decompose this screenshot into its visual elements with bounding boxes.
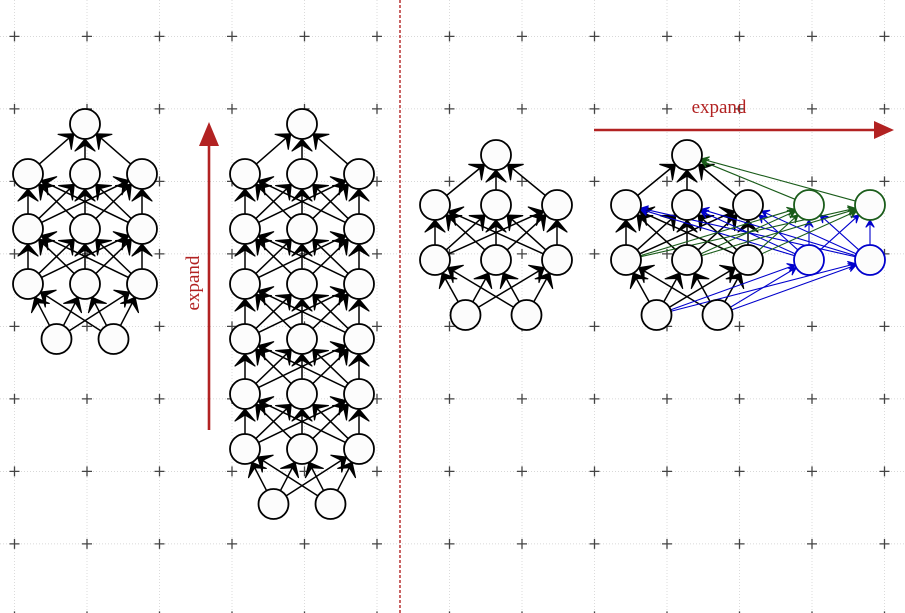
svg-text:expand: expand	[692, 97, 747, 118]
svg-text:expand: expand	[183, 255, 204, 310]
